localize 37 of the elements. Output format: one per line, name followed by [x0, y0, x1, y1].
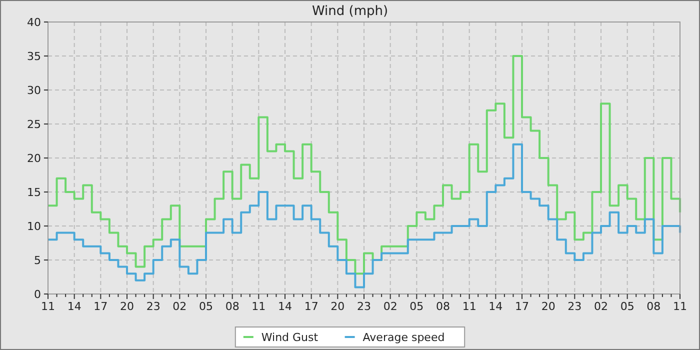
- x-tick-label: 20: [120, 300, 134, 313]
- x-tick-label: 05: [620, 300, 634, 313]
- y-tick-label: 35: [27, 50, 41, 63]
- x-tick-label: 14: [488, 300, 503, 313]
- x-tick-label: 05: [199, 300, 213, 313]
- x-tick-label: 05: [410, 300, 424, 313]
- y-tick-label: 30: [27, 84, 41, 97]
- y-tick-label: 5: [34, 254, 41, 267]
- x-tick-label: 14: [67, 300, 82, 313]
- x-tick-label: 14: [278, 300, 292, 313]
- chart-title: Wind (mph): [312, 4, 388, 19]
- x-tick-label: 02: [172, 300, 187, 313]
- y-tick-label: 25: [27, 118, 41, 131]
- x-tick-label: 20: [541, 300, 556, 313]
- x-tick-label: 11: [673, 300, 687, 313]
- y-tick-label: 40: [27, 16, 41, 29]
- x-tick-label: 08: [436, 300, 450, 313]
- x-tick-label: 02: [383, 300, 398, 313]
- legend-label: Wind Gust: [261, 331, 319, 344]
- x-tick-label: 11: [252, 300, 266, 313]
- x-tick-label: 17: [304, 300, 318, 313]
- x-tick-label: 02: [594, 300, 608, 313]
- x-tick-label: 23: [357, 300, 371, 313]
- legend-label: Average speed: [362, 331, 445, 344]
- y-tick-label: 15: [27, 186, 41, 199]
- x-tick-label: 11: [462, 300, 476, 313]
- x-tick-label: 23: [146, 300, 160, 313]
- x-tick-label: 23: [568, 300, 582, 313]
- x-tick-label: 08: [646, 300, 661, 313]
- y-tick-label: 20: [27, 152, 41, 165]
- y-tick-label: 10: [27, 220, 41, 233]
- x-tick-label: 11: [41, 300, 55, 313]
- x-tick-label: 17: [515, 300, 529, 313]
- x-tick-label: 17: [94, 300, 108, 313]
- x-tick-label: 08: [225, 300, 240, 313]
- x-tick-label: 20: [330, 300, 345, 313]
- y-tick-label: 0: [34, 288, 41, 301]
